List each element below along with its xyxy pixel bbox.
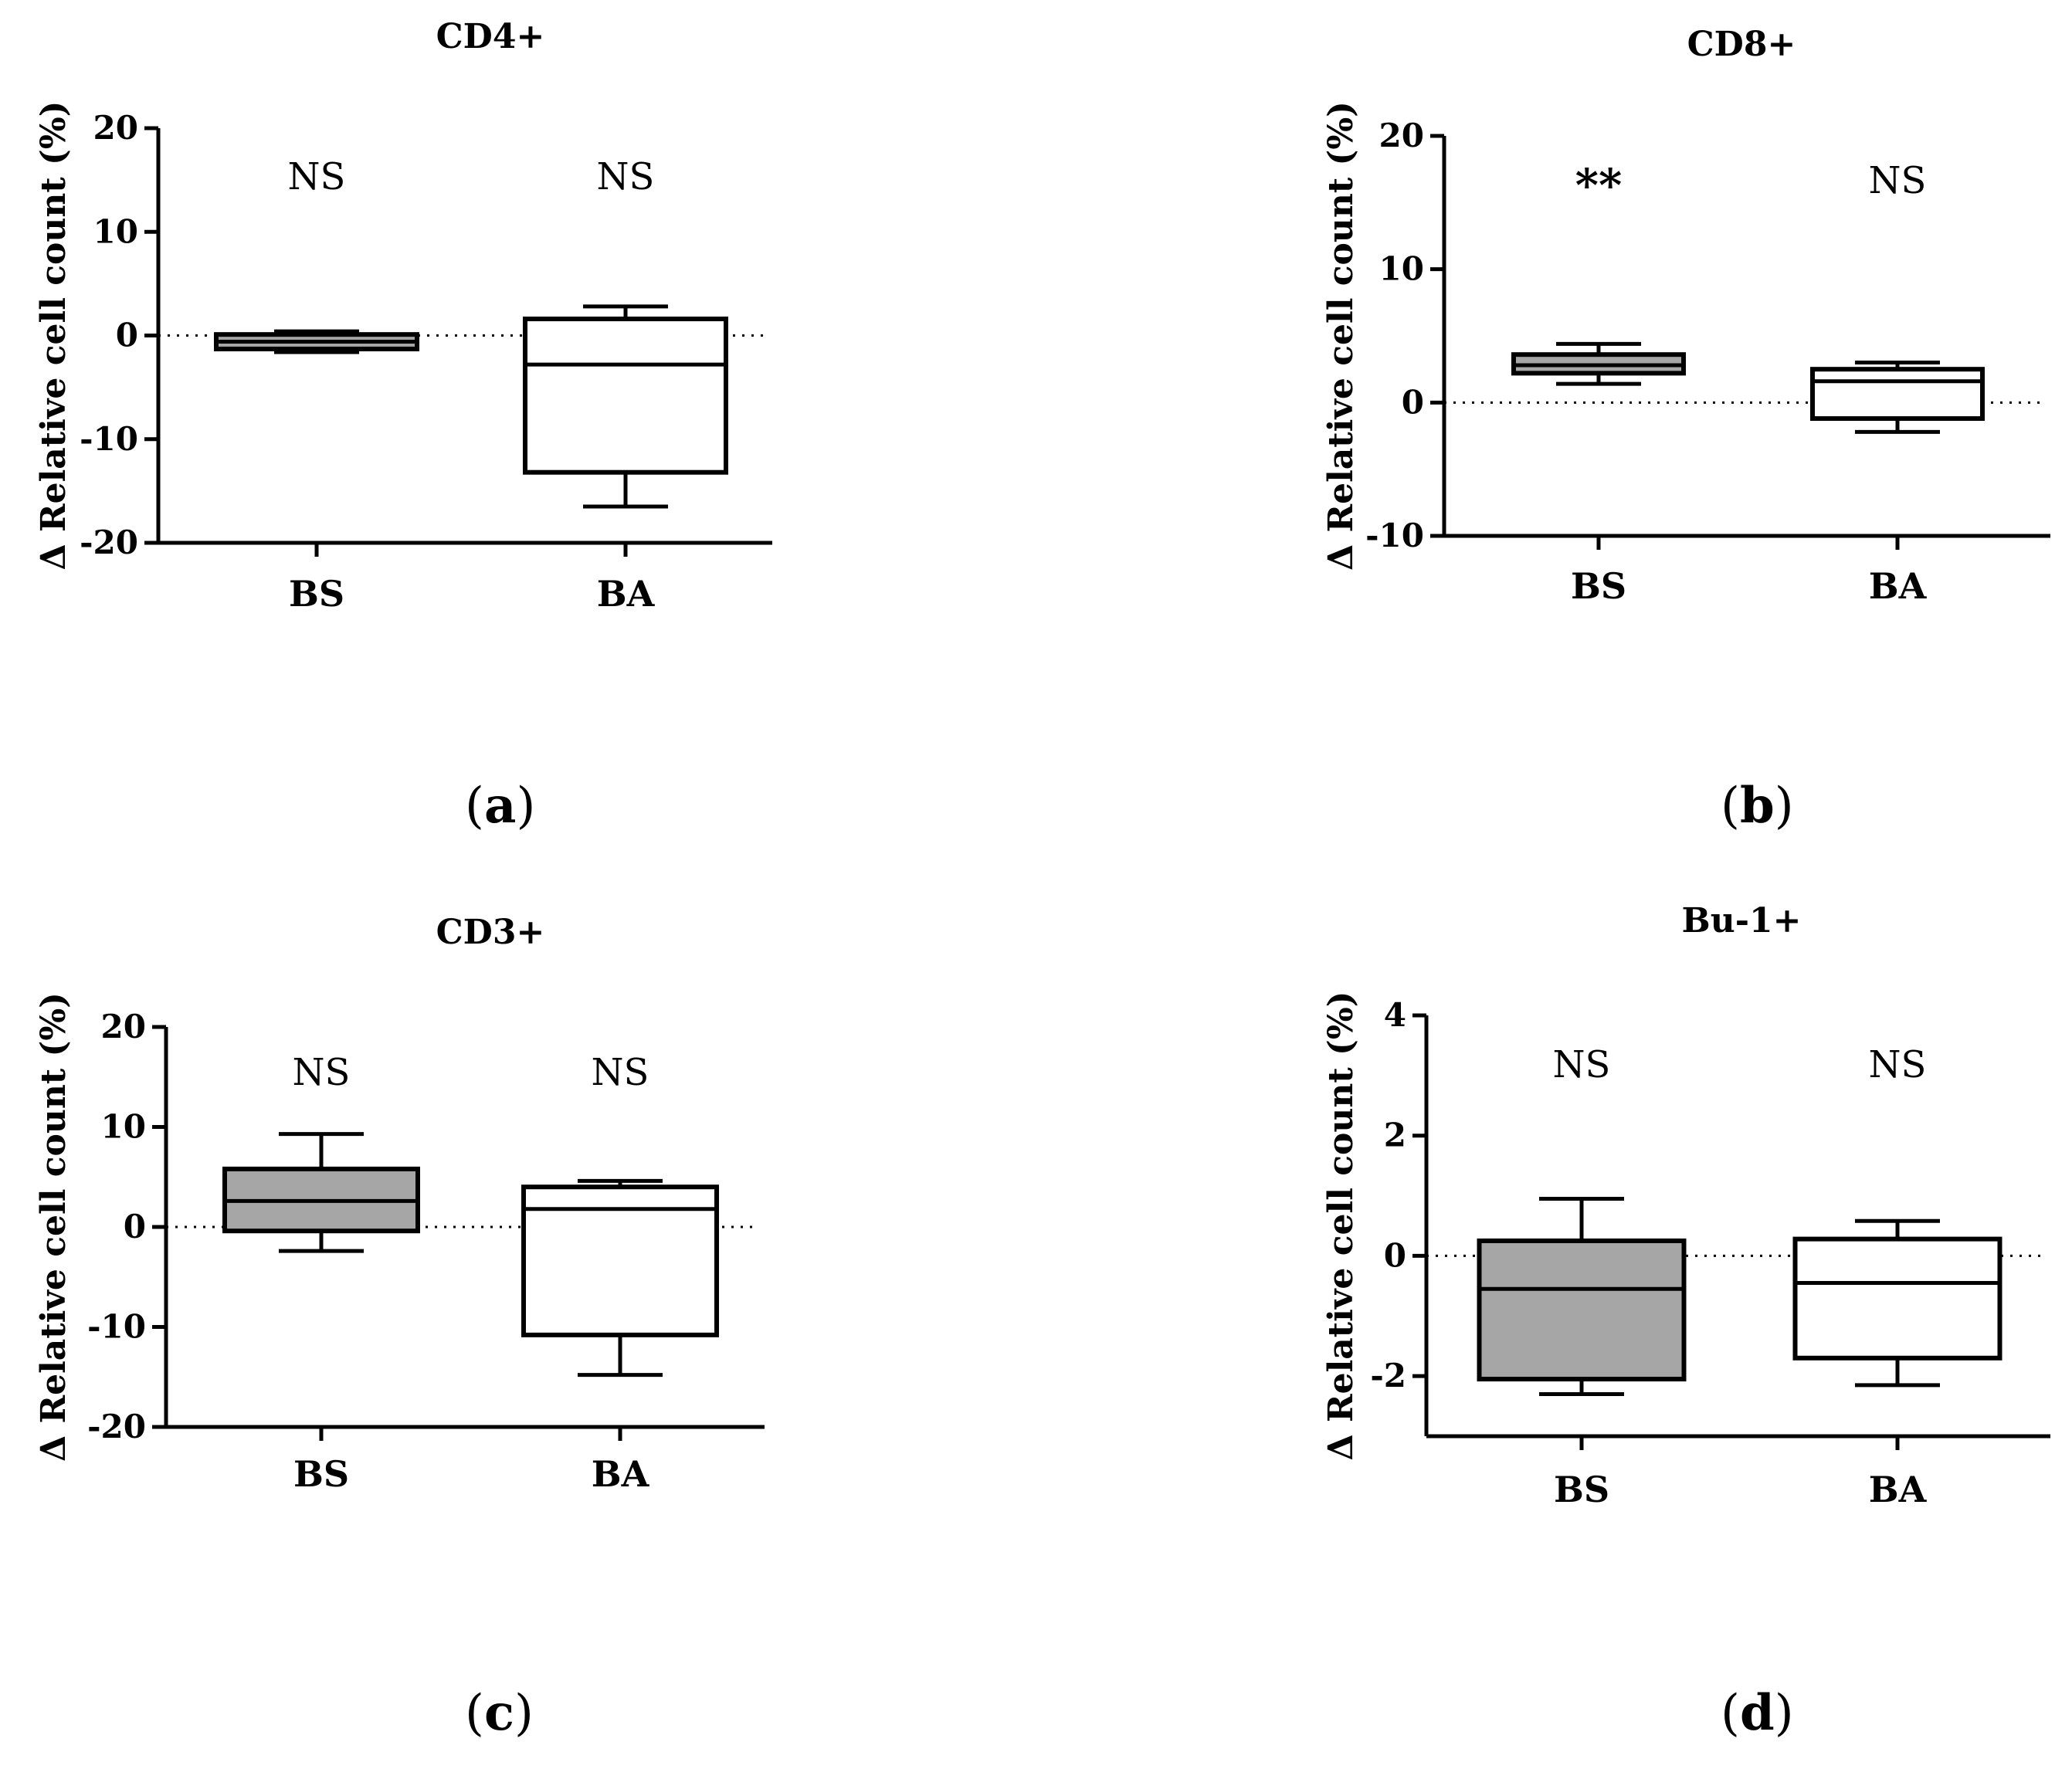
significance-annotation: NS <box>592 1051 649 1094</box>
iqr-box <box>521 1184 719 1337</box>
chart-title: CD3+ <box>436 913 545 952</box>
y-tick-label: 20 <box>101 1008 146 1045</box>
panel-label: (c) <box>465 1684 534 1742</box>
y-tick-label: -20 <box>87 1408 146 1445</box>
box-bs: BS NS <box>1477 1043 1687 1510</box>
significance-annotation: NS <box>1869 1043 1927 1086</box>
panel-label: (d) <box>1721 1684 1794 1742</box>
box-ba: BA NS <box>523 155 728 615</box>
chart-title: CD4+ <box>436 17 545 56</box>
panel-b: CD8+ Δ Relative cell count (%) -10 0 10 20 BS *… <box>1321 25 2050 835</box>
y-tick-label: -20 <box>80 524 138 561</box>
significance-annotation: NS <box>1553 1043 1611 1086</box>
significance-annotation: NS <box>293 1051 351 1094</box>
x-category-label: BS <box>1554 1469 1609 1510</box>
y-tick-label: 0 <box>124 1208 146 1245</box>
box-bs: BS NS <box>222 1051 420 1495</box>
x-category-label: BS <box>293 1453 349 1495</box>
significance-annotation: ** <box>1575 159 1623 212</box>
y-tick-label: 20 <box>1379 117 1424 154</box>
y-tick-label: 4 <box>1384 996 1406 1034</box>
y-tick-label: 10 <box>101 1108 146 1146</box>
panel-c: CD3+ Δ Relative cell count (%) -20 -10 0 10 20… <box>34 913 765 1742</box>
box-ba: BA NS <box>521 1051 719 1495</box>
y-axis-label: Δ Relative cell count (%) <box>34 101 73 571</box>
x-category-label: BA <box>1869 1469 1928 1510</box>
chart-title: CD8+ <box>1687 25 1796 64</box>
x-category-label: BS <box>1571 565 1626 607</box>
panel-a: CD4+ Δ Relative cell count (%) -20 -10 0 10 20… <box>34 17 772 835</box>
panel-label: (a) <box>465 777 535 835</box>
y-axis-label: Δ Relative cell count (%) <box>34 992 73 1462</box>
panel-d: Bu-1+Δ Relative cell count (%) -2024BSNSB… <box>1321 901 2050 1742</box>
y-tick-label: 0 <box>116 317 138 354</box>
chart-title: Bu-1+ <box>1682 901 1802 940</box>
y-tick-label: 0 <box>1384 1236 1406 1274</box>
x-category-label: BA <box>1869 565 1928 607</box>
x-category-label: BA <box>592 1453 650 1495</box>
x-category-label: BS <box>289 573 344 615</box>
significance-annotation: NS <box>288 155 346 198</box>
y-tick-label: 20 <box>93 109 138 147</box>
panel-label: (b) <box>1721 777 1794 835</box>
y-tick-label: 10 <box>1379 250 1424 288</box>
x-category-label: BA <box>597 573 656 615</box>
box-bs: BS ** <box>1511 159 1686 607</box>
box-ba: BA NS <box>1792 1043 2002 1510</box>
panels: CD4+Δ Relative cell count (%) -20-1001020… <box>34 17 2050 1742</box>
iqr-box <box>1477 1238 1687 1382</box>
significance-annotation: NS <box>597 155 655 198</box>
y-tick-label: 2 <box>1384 1117 1406 1154</box>
y-tick-label: -10 <box>87 1308 146 1346</box>
y-axis-label: Δ Relative cell count (%) <box>1321 101 1361 571</box>
y-tick-label: -10 <box>80 420 138 458</box>
y-tick-label: 10 <box>93 212 138 250</box>
box-ba: BA NS <box>1810 159 1985 607</box>
y-axis-label: Δ Relative cell count (%) <box>1321 991 1361 1461</box>
y-tick-label: -2 <box>1370 1357 1406 1395</box>
significance-annotation: NS <box>1869 159 1927 202</box>
iqr-box <box>1792 1236 2002 1361</box>
y-tick-label: 0 <box>1402 383 1424 421</box>
iqr-box <box>1810 367 1985 422</box>
box-bs: BS NS <box>214 155 419 615</box>
iqr-box <box>523 317 728 475</box>
y-tick-label: -10 <box>1365 517 1424 554</box>
